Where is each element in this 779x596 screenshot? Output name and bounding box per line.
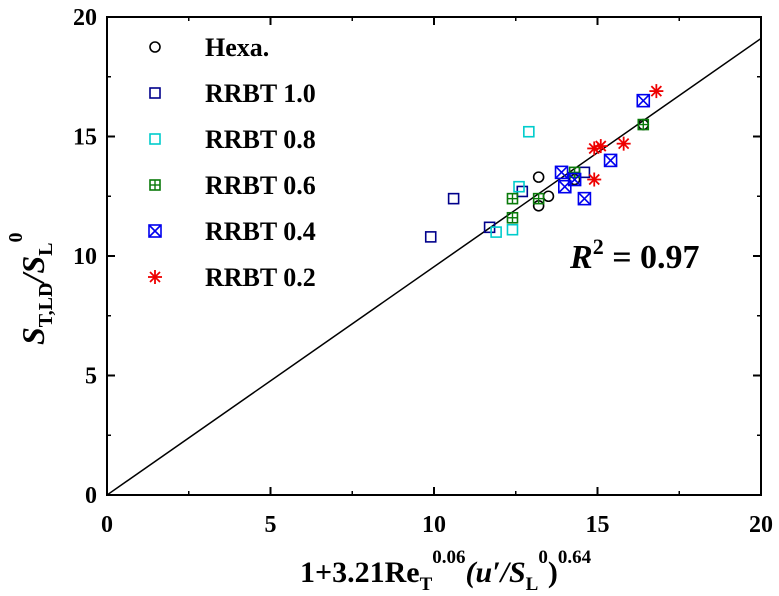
y-label-main: S [15, 327, 51, 345]
data-point [424, 231, 437, 243]
data-point [506, 211, 519, 224]
data-point [554, 165, 569, 180]
series-5 [587, 84, 664, 187]
legend-marker [149, 41, 161, 53]
data-point [636, 93, 651, 108]
axis-ticks: 0 5 10 15 20 0 5 10 15 20 [73, 5, 773, 538]
data-point [593, 139, 608, 154]
r-squared-symbol: R [569, 239, 593, 276]
x-axis-label: 1+3.21ReT 0.06(u′/SL 0)0.64 [300, 547, 592, 595]
legend-item: RRBT 1.0 [149, 79, 316, 108]
legend-item: RRBT 0.6 [149, 171, 316, 200]
data-point [532, 171, 545, 183]
legend-label: RRBT 0.8 [205, 125, 316, 154]
legend-label: RRBT 0.6 [205, 171, 316, 200]
legend-marker [149, 87, 161, 99]
y-tick-label: 5 [85, 364, 97, 390]
data-points [424, 84, 664, 243]
legend-label: RRBT 1.0 [205, 79, 316, 108]
y-tick-label: 0 [85, 483, 97, 509]
data-point [568, 166, 581, 179]
legend: Hexa. RRBT 1.0 RRBT 0.8 RRBT 0.6 RRBT 0.4 RRB… [148, 33, 316, 292]
data-point [637, 118, 650, 131]
r-squared-value: = 0.97 [604, 239, 700, 276]
fit-line [107, 37, 761, 495]
y-axis-label: ST,LD/SL0 [5, 233, 57, 345]
data-point [603, 153, 618, 168]
data-point [587, 172, 602, 187]
data-point [447, 192, 460, 205]
series-4 [554, 93, 651, 206]
x-label-sup3: 0.64 [558, 547, 592, 568]
x-tick-label: 10 [422, 512, 446, 538]
data-point [513, 180, 525, 193]
series-2 [490, 125, 535, 238]
y-label-sub2: L [35, 243, 57, 256]
legend-item: Hexa. [149, 33, 269, 62]
x-tick-label: 15 [586, 512, 610, 538]
x-label-mid: (u′/S [466, 556, 526, 589]
legend-marker [148, 224, 162, 238]
data-point [506, 223, 519, 236]
data-point [587, 141, 602, 156]
legend-item: RRBT 0.8 [149, 125, 316, 154]
x-label-sub1: T [420, 574, 433, 595]
legend-label: RRBT 0.4 [205, 217, 316, 246]
legend-marker [149, 179, 161, 191]
data-point [523, 125, 535, 138]
legend-item: RRBT 0.4 [148, 217, 316, 246]
series-3 [506, 118, 650, 224]
y-label-sub1: T,LD [35, 283, 57, 328]
x-label-sup2: 0 [538, 547, 548, 568]
legend-label: RRBT 0.2 [205, 263, 316, 292]
x-tick-label: 20 [749, 512, 773, 538]
fit-line-layer [107, 37, 761, 495]
x-tick-label: 0 [101, 512, 113, 538]
r-squared-superscript: 2 [593, 234, 604, 259]
legend-marker [148, 270, 162, 284]
x-label-sub2: L [526, 574, 539, 595]
y-tick-label: 10 [73, 244, 97, 270]
x-tick-label: 5 [265, 512, 277, 538]
legend-label: Hexa. [205, 33, 269, 62]
x-label-prefix: 1+3.21Re [300, 556, 420, 589]
data-point [532, 192, 545, 205]
y-tick-label: 20 [73, 5, 97, 31]
data-point [490, 226, 502, 238]
data-point [577, 191, 592, 206]
y-tick-label: 15 [73, 125, 97, 151]
data-point [506, 192, 519, 205]
data-point [649, 84, 664, 99]
y-label-mid: /S [15, 256, 51, 285]
r-squared-annotation: R2 = 0.97 [569, 234, 700, 276]
data-point [567, 172, 582, 187]
legend-marker [149, 133, 161, 145]
x-label-close: ) [548, 556, 558, 589]
legend-item: RRBT 0.2 [148, 263, 316, 292]
data-point [616, 136, 631, 151]
data-point [542, 190, 555, 203]
y-label-sup2: 0 [5, 233, 27, 243]
x-label-sup1: 0.06 [432, 547, 465, 568]
